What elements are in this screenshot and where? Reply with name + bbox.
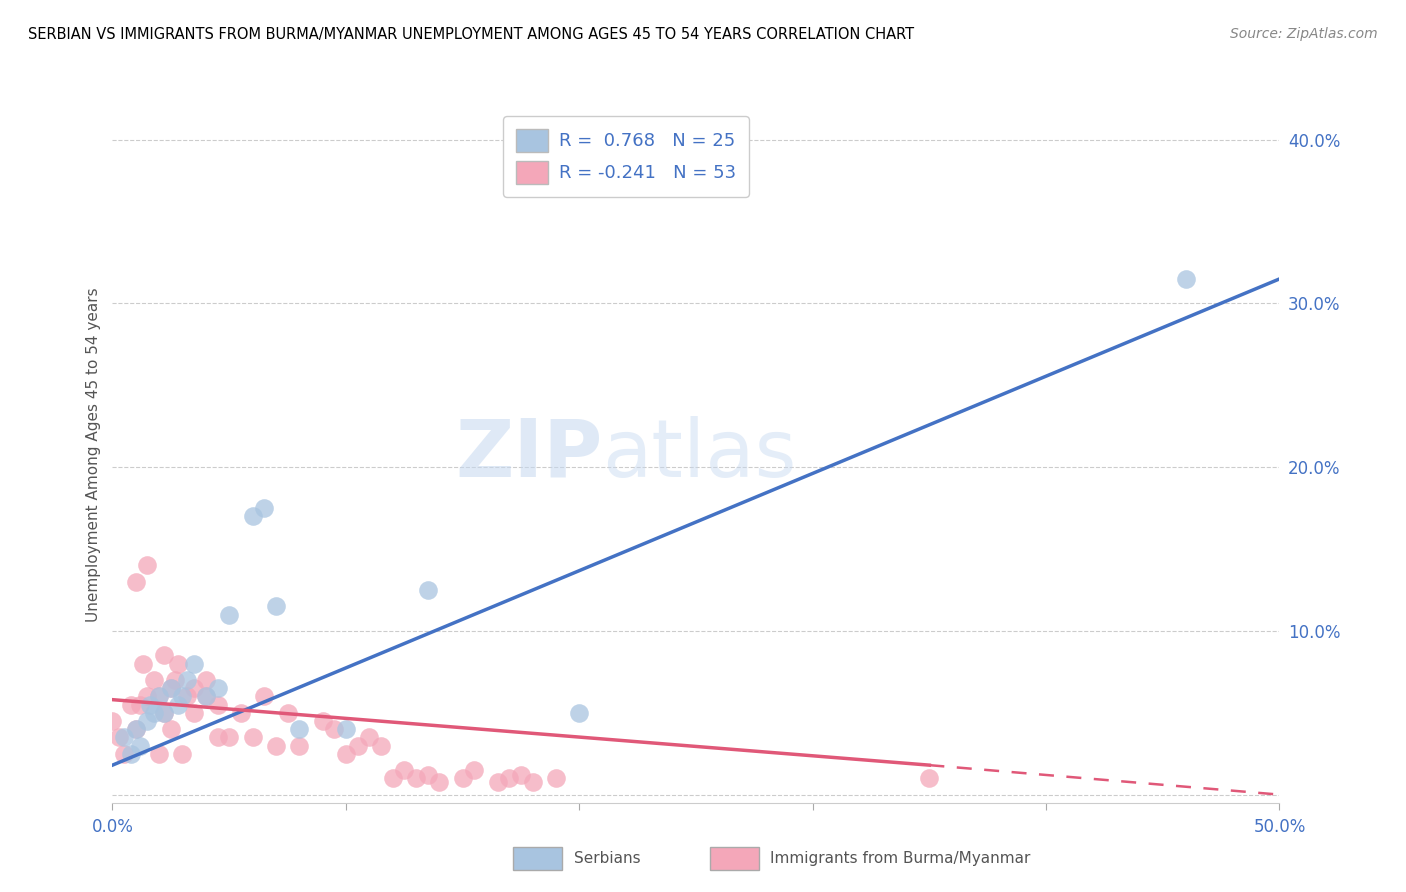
Point [176,690,198,704]
Point [125,722,148,736]
Point [253,690,276,704]
Point [381,771,404,785]
Text: ZIP: ZIP [456,416,603,494]
Point [242,509,264,524]
Point [153,706,176,720]
Point [125,574,148,589]
Point [264,739,287,753]
Point [112,731,135,745]
Point [160,681,183,696]
Point [427,774,450,789]
Point [276,706,298,720]
Point [194,673,217,687]
Point [544,771,567,785]
Point [160,722,183,736]
Point [264,599,287,614]
Point [509,768,531,782]
Y-axis label: Unemployment Among Ages 45 to 54 years: Unemployment Among Ages 45 to 54 years [86,287,101,623]
Point [172,690,194,704]
Point [194,690,217,704]
Point [108,731,131,745]
Text: atlas: atlas [603,416,797,494]
Point [112,747,135,761]
Point [148,747,170,761]
Point [370,739,392,753]
Point [242,731,264,745]
Point [176,673,198,687]
Point [139,698,162,712]
Point [918,771,941,785]
Legend: R =  0.768   N = 25, R = -0.241   N = 53: R = 0.768 N = 25, R = -0.241 N = 53 [503,116,749,197]
Text: Source: ZipAtlas.com: Source: ZipAtlas.com [1230,27,1378,41]
Point [120,747,142,761]
Point [416,582,439,597]
Point [392,763,416,777]
Point [288,739,311,753]
Point [143,706,166,720]
Point [311,714,333,728]
Point [1175,272,1198,286]
Text: Immigrants from Burma/Myanmar: Immigrants from Burma/Myanmar [770,851,1031,866]
Point [136,690,159,704]
Point [218,731,240,745]
Point [165,673,187,687]
Point [148,690,170,704]
Text: Serbians: Serbians [574,851,640,866]
Point [346,739,368,753]
Point [207,731,229,745]
Point [405,771,427,785]
Point [132,657,155,671]
Point [522,774,544,789]
Point [207,698,229,712]
Point [253,501,276,516]
Point [463,763,485,777]
Point [359,731,381,745]
Point [288,722,311,736]
Point [129,739,152,753]
Point [148,690,170,704]
Point [323,722,346,736]
Point [194,690,217,704]
Point [120,698,142,712]
Point [160,681,183,696]
Point [218,607,240,622]
Point [568,706,591,720]
Point [172,747,194,761]
Point [143,673,166,687]
Point [136,558,159,573]
Point [183,706,205,720]
Point [136,714,159,728]
Point [335,722,357,736]
Point [125,722,148,736]
Point [101,714,124,728]
Point [129,698,152,712]
Point [166,657,188,671]
Point [183,657,205,671]
Point [229,706,252,720]
Point [451,771,474,785]
Point [498,771,520,785]
Point [183,681,205,696]
Point [166,698,188,712]
Point [416,768,439,782]
Point [335,747,357,761]
Text: SERBIAN VS IMMIGRANTS FROM BURMA/MYANMAR UNEMPLOYMENT AMONG AGES 45 TO 54 YEARS : SERBIAN VS IMMIGRANTS FROM BURMA/MYANMAR… [28,27,914,42]
Point [486,774,509,789]
Point [153,648,176,663]
Point [153,706,176,720]
Point [207,681,229,696]
